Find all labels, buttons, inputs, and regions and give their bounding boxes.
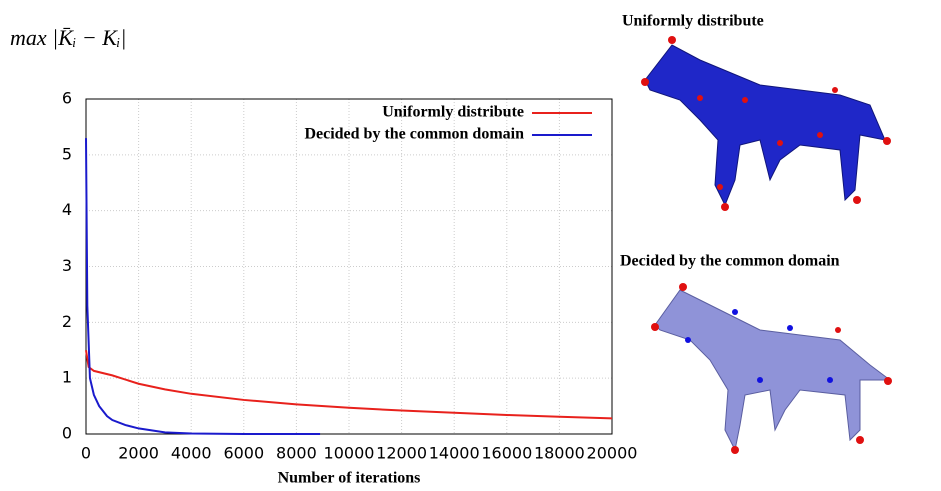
x-axis-label: Number of iterations [278, 470, 421, 487]
figure: max |K̄ᵢ − Kᵢ| Number of iterations Unif… [0, 0, 941, 491]
x-tick-label: 4000 [171, 444, 212, 463]
x-tick-label: 10000 [324, 444, 375, 463]
y-tick-label: 1 [62, 368, 72, 387]
x-tick-label: 2000 [118, 444, 159, 463]
y-tick-label: 3 [62, 256, 72, 275]
legend-label: Decided by the common domain [304, 126, 524, 143]
series-line [86, 138, 320, 434]
image-label: Decided by the common domain [620, 253, 840, 270]
y-tick-label: 0 [62, 424, 72, 443]
x-tick-label: 20000 [587, 444, 638, 463]
y-tick-label: 6 [62, 89, 72, 108]
x-tick-label: 16000 [481, 444, 532, 463]
x-tick-label: 8000 [276, 444, 317, 463]
x-tick-label: 14000 [429, 444, 480, 463]
y-tick-label: 5 [62, 144, 72, 163]
wolf-image-uniform [641, 36, 891, 211]
wolf-image-common [651, 283, 892, 454]
image-label: Uniformly distribute [622, 13, 764, 30]
x-tick-label: 18000 [534, 444, 585, 463]
x-tick-label: 12000 [376, 444, 427, 463]
y-tick-label: 4 [62, 200, 72, 219]
page: max |K̄ᵢ − Kᵢ| Number of iterations Unif… [0, 0, 941, 491]
x-tick-label: 6000 [223, 444, 264, 463]
x-tick-label: 0 [81, 444, 91, 463]
y-axis-label: max |K̄ᵢ − Kᵢ| [10, 25, 126, 50]
y-tick-label: 2 [62, 312, 72, 331]
legend-label: Uniformly distribute [382, 104, 524, 121]
